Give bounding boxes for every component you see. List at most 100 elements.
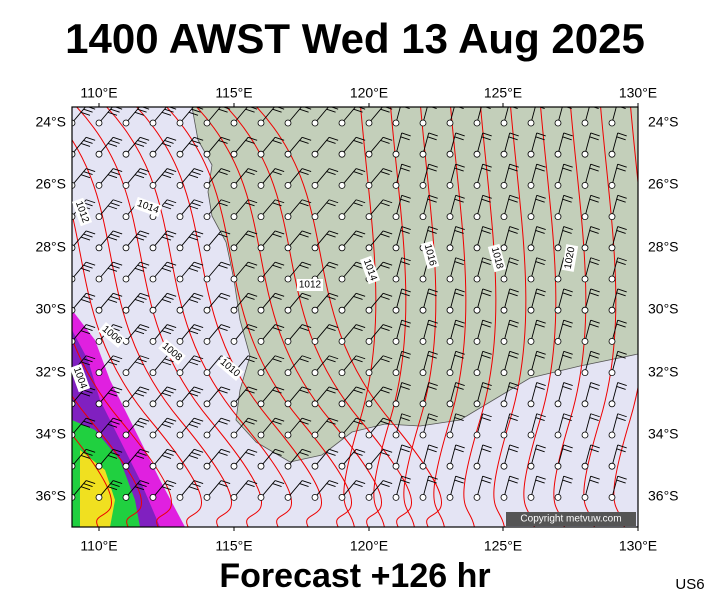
barb-feather: [590, 382, 600, 386]
barb-feather: [536, 413, 546, 418]
isobar-label-bg: [561, 244, 579, 272]
barb-feather: [353, 327, 363, 332]
barb-station: [176, 306, 184, 314]
barb-feather: [110, 202, 120, 207]
barb-station: [554, 400, 562, 408]
barb-feather: [191, 171, 201, 176]
barb-feather: [161, 143, 172, 147]
barb-staff: [476, 413, 484, 436]
barb-feather: [220, 136, 231, 141]
isobar-label-bg: [98, 322, 126, 348]
barb-feather: [509, 350, 519, 355]
barb-station: [149, 181, 157, 189]
barb-feather: [509, 226, 519, 230]
barb-staff: [503, 226, 511, 248]
barb-feather: [191, 202, 201, 207]
barb-station: [365, 306, 373, 314]
barb-feather: [247, 292, 258, 297]
barb-feather: [83, 264, 93, 269]
lat-label-right: 36°S: [648, 488, 679, 504]
barb-station: [311, 431, 319, 439]
barb-station: [95, 119, 103, 127]
barb-station: [473, 119, 481, 127]
barb-feather: [355, 168, 366, 172]
barb-feather: [107, 143, 118, 147]
barb-feather: [508, 323, 518, 328]
barb-station: [419, 493, 427, 501]
barb-station: [419, 400, 427, 408]
barb-feather: [166, 230, 177, 235]
barb-station: [338, 150, 346, 158]
barb-feather: [326, 139, 336, 144]
barb-feather: [188, 361, 199, 366]
barb-feather: [220, 292, 231, 297]
barb-feather: [616, 261, 626, 266]
barb-feather: [326, 483, 336, 488]
barb-feather: [218, 139, 228, 144]
barb-feather: [535, 292, 545, 297]
barb-feather: [384, 107, 393, 110]
lat-label-left: 26°S: [35, 176, 66, 192]
barb-feather: [191, 233, 201, 238]
barb-staff: [395, 476, 403, 498]
barb-feather: [218, 451, 228, 456]
barb-feather: [137, 358, 147, 363]
barb-station: [122, 431, 130, 439]
lat-label-left: 28°S: [35, 239, 66, 255]
barb-staff: [395, 257, 403, 280]
barb-staff: [611, 444, 619, 467]
barb-feather: [380, 108, 390, 113]
barb-feather: [161, 486, 172, 491]
barb-staff: [584, 413, 592, 436]
barb-feather: [161, 205, 172, 210]
barb-station: [338, 275, 346, 283]
isobar-label-bg: [359, 255, 381, 285]
barb-feather: [247, 355, 258, 360]
barb-station: [554, 244, 562, 252]
barb-feather: [428, 194, 438, 199]
barb-feather: [326, 420, 336, 425]
barb-feather: [455, 194, 465, 199]
isobar: [523, 107, 557, 527]
barb-feather: [428, 475, 438, 480]
barb-feather: [85, 136, 96, 141]
barb-feather: [107, 486, 118, 491]
lon-label-top: 120°E: [350, 85, 388, 101]
barb-staff: [449, 444, 457, 467]
barb-station: [230, 244, 238, 252]
barb-feather: [454, 448, 464, 453]
barb-feather: [272, 295, 282, 300]
barb-station: [203, 181, 211, 189]
barb-staff: [503, 107, 509, 124]
barb-feather: [427, 136, 437, 141]
barb-staff: [395, 226, 403, 248]
barb-station: [311, 493, 319, 501]
barb-feather: [191, 264, 201, 269]
barb-feather: [563, 413, 573, 418]
barb-station: [419, 462, 427, 470]
barb-station: [95, 306, 103, 314]
barb-feather: [85, 230, 96, 235]
copyright: Copyright metvuw.com: [520, 514, 621, 525]
barb-feather: [508, 167, 518, 172]
barb-feather: [508, 385, 518, 390]
barb-feather: [166, 386, 177, 391]
barb-feather: [508, 354, 518, 359]
barb-station: [608, 337, 616, 345]
barb-feather: [616, 354, 626, 359]
barb-station: [608, 213, 616, 221]
barb-staff: [530, 476, 538, 498]
isobar: [255, 107, 443, 527]
barb-feather: [218, 420, 228, 425]
barb-feather: [85, 292, 96, 297]
barb-feather: [245, 389, 255, 394]
isobar-label-bg: [487, 243, 507, 273]
barb-station: [473, 213, 481, 221]
barb-station: [311, 462, 319, 470]
barb-feather: [590, 350, 600, 355]
barb-station: [554, 431, 562, 439]
barb-feather: [509, 319, 519, 324]
barb-feather: [161, 392, 172, 397]
barb-feather: [83, 483, 93, 488]
barb-station: [419, 119, 427, 127]
